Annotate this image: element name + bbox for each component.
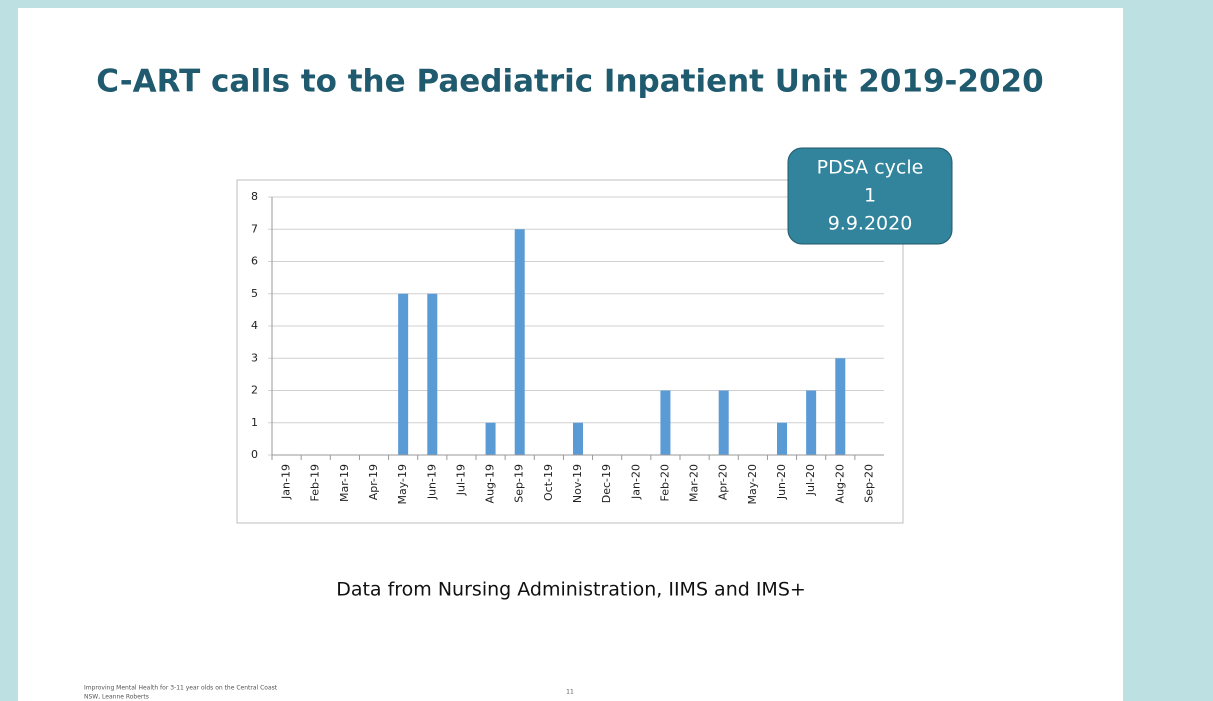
y-tick-label: 7 [251,222,258,235]
y-tick-label: 8 [251,190,258,203]
bar [660,390,671,455]
x-tick-label: Jan-20 [629,464,642,500]
x-tick-label: Nov-19 [571,464,584,503]
y-tick-label: 5 [251,287,258,300]
x-tick-label: Mar-20 [688,464,701,502]
x-tick-label: Feb-19 [309,464,322,501]
bar [718,390,729,455]
y-tick-label: 1 [251,416,258,429]
x-tick-label: Sep-20 [862,464,875,503]
plot: 0 1 2 3 4 5 6 7 8 Jan-19 Feb-19 Mar-19 Apr-19 May-19 J… [251,190,884,505]
x-tick-label: Aug-19 [484,464,497,503]
bar [835,358,846,455]
y-tick-label: 6 [251,255,258,268]
y-tick-label: 3 [251,351,258,364]
x-tick-label: Oct-19 [542,464,555,501]
bar [573,422,583,455]
page-number: 11 [566,689,574,696]
x-tick-label: May-20 [746,464,759,505]
x-tick-label: Jun-19 [425,464,438,500]
x-tick-label: Dec-19 [600,464,613,503]
bar [427,293,438,455]
bar [777,422,787,455]
x-tick-label: Jul-20 [804,464,817,496]
x-tick-label: May-19 [396,464,409,505]
footer: NSW, Leanne Roberts [84,694,149,701]
chart-title: C-ART calls to the Paediatric Inpatient … [96,64,1043,100]
footer: Improving Mental Health for 3-11 year ol… [84,685,278,692]
x-tick-label: Mar-19 [338,464,351,502]
annotation: 1 [864,185,876,207]
x-tick-label: Apr-19 [367,464,380,500]
y-tick-label: 2 [251,384,258,397]
x-tick-label: Apr-20 [717,464,730,500]
x-tick-label: Feb-20 [658,464,671,501]
x-tick-label: Jan-19 [280,464,293,500]
y-tick-label: 4 [251,319,258,332]
bar [485,422,496,455]
x-tick-label: Aug-20 [833,464,846,503]
annotation: 9.9.2020 [828,213,913,235]
bar [806,390,817,455]
x-tick-label: Jul-19 [454,464,467,496]
y-tick-label: 0 [251,448,258,461]
x-tick-label: Jun-20 [775,464,788,500]
bar [398,293,409,455]
annotation-box [787,147,953,245]
annotation: PDSA cycle [817,157,924,179]
bar [514,229,525,455]
caption: Data from Nursing Administration, IIMS a… [336,579,806,601]
x-tick-label: Sep-19 [513,464,526,503]
